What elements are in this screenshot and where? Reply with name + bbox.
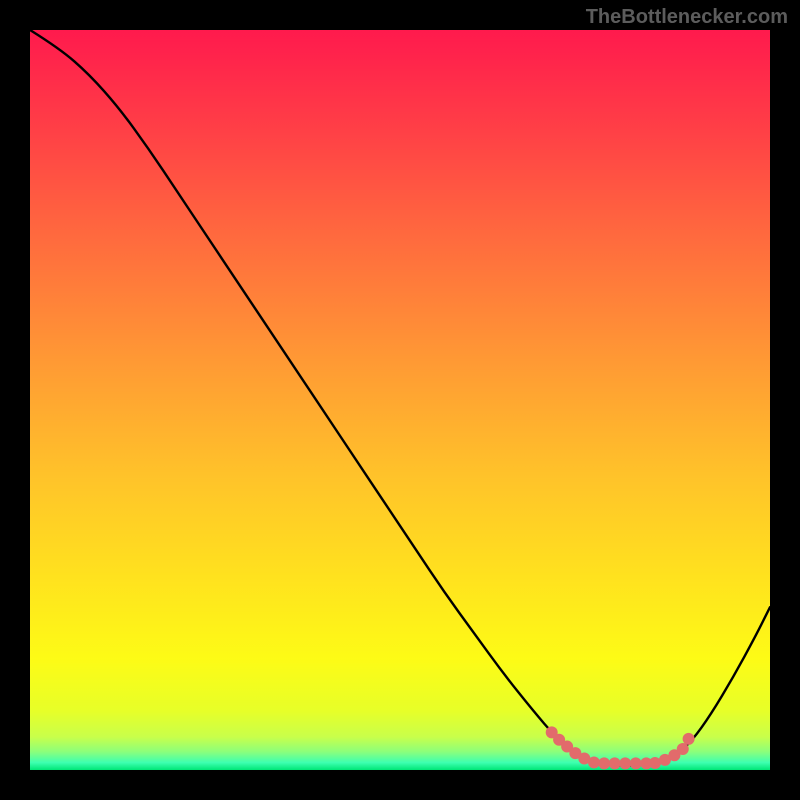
range-marker-dot (683, 733, 695, 745)
range-marker-dot (619, 757, 631, 769)
attribution-text: TheBottlenecker.com (586, 6, 788, 29)
gradient-background (30, 30, 770, 770)
range-marker-dot (677, 743, 689, 755)
chart-frame: TheBottlenecker.com (0, 0, 800, 800)
plot-svg (30, 30, 770, 770)
range-marker-dot (609, 757, 621, 769)
range-marker-dot (588, 756, 600, 768)
plot-area (30, 30, 770, 770)
range-marker-dot (630, 757, 642, 769)
range-marker-dot (598, 757, 610, 769)
